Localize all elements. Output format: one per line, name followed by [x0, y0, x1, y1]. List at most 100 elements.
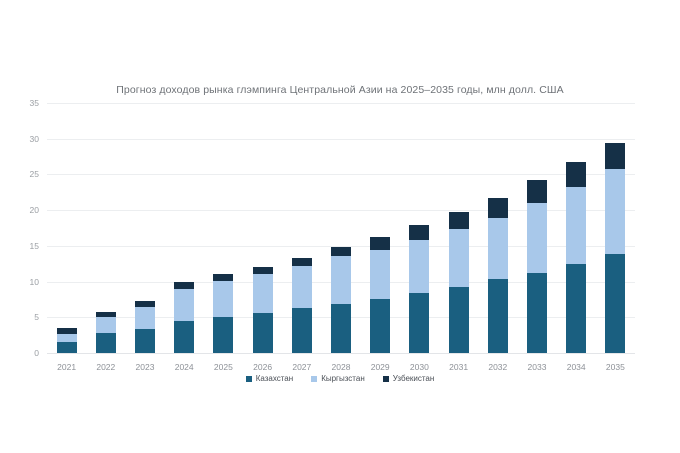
- bar-segment[interactable]: [252, 273, 273, 313]
- x-axis-tick-label: 2026: [253, 362, 273, 372]
- bar-segment[interactable]: [370, 298, 391, 353]
- bar-group[interactable]: 2028: [331, 247, 351, 372]
- bar-segment[interactable]: [448, 287, 469, 353]
- bar-group[interactable]: 2027: [291, 258, 312, 372]
- x-axis-tick-label: 2033: [527, 362, 547, 372]
- x-axis-tick-label: 2022: [96, 362, 116, 372]
- legend-swatch-icon: [245, 375, 252, 382]
- gridline-30: 30: [30, 134, 635, 144]
- y-axis-tick-label: 30: [29, 133, 39, 144]
- gridline-15: 15: [30, 241, 635, 251]
- gridline-25: 25: [30, 169, 635, 179]
- x-axis-tick-label: 2027: [292, 362, 312, 372]
- bar-segment[interactable]: [291, 265, 312, 308]
- bar-segment[interactable]: [527, 273, 547, 353]
- x-axis-tick-label: 2034: [566, 362, 586, 372]
- bar-group[interactable]: 2025: [213, 274, 234, 372]
- chart-title: Прогноз доходов рынка глэмпинга Централь…: [116, 84, 564, 96]
- legend-item[interactable]: Казахстан: [245, 374, 294, 383]
- bar-group[interactable]: 2022: [95, 311, 116, 372]
- bar-segment[interactable]: [174, 281, 195, 290]
- plot-area: 0 5 10 15 20 25 30 35 2021 2022 2023 2024 2025 2026 2…: [30, 98, 635, 372]
- bar-group[interactable]: 2031: [448, 211, 469, 372]
- bar-group[interactable]: 2034: [566, 162, 587, 372]
- y-axis-tick-label: 25: [29, 169, 39, 180]
- bar-group[interactable]: 2023: [135, 300, 155, 372]
- bar-segment[interactable]: [291, 258, 312, 266]
- x-axis-tick-label: 2024: [174, 362, 194, 372]
- bar-segment[interactable]: [331, 304, 351, 353]
- legend-swatch-icon: [382, 375, 389, 382]
- bar-group[interactable]: 2029: [370, 237, 391, 372]
- bar-segment[interactable]: [95, 317, 116, 333]
- x-axis-tick-label: 2023: [135, 362, 155, 372]
- y-axis-tick-label: 10: [29, 276, 39, 287]
- bar-segment[interactable]: [331, 255, 351, 305]
- bar-group[interactable]: 2035: [605, 143, 626, 372]
- gridline-0: 0: [34, 348, 635, 358]
- bar-group[interactable]: 2030: [409, 225, 430, 372]
- bar-segment[interactable]: [409, 293, 430, 353]
- bar-group[interactable]: 2033: [527, 180, 547, 372]
- bar-segment[interactable]: [448, 228, 469, 288]
- legend-item[interactable]: Узбекистан: [382, 374, 435, 383]
- x-axis-tick-label: 2031: [449, 362, 469, 372]
- bar-segment[interactable]: [135, 329, 155, 353]
- bar-segment[interactable]: [252, 266, 273, 274]
- x-axis-tick-label: 2035: [605, 362, 625, 372]
- bar-segment[interactable]: [135, 300, 155, 308]
- legend-label: Узбекистан: [392, 374, 435, 383]
- bar-segment[interactable]: [370, 237, 391, 251]
- bar-segment[interactable]: [95, 311, 116, 318]
- bar-segment[interactable]: [331, 247, 351, 256]
- bar-group[interactable]: 2021: [56, 328, 77, 372]
- bar-segment[interactable]: [409, 225, 430, 241]
- bar-segment[interactable]: [487, 198, 508, 219]
- legend-label: Казахстан: [255, 374, 294, 383]
- y-axis-tick-label: 0: [34, 348, 39, 358]
- x-axis-tick-label: 2021: [57, 362, 77, 372]
- bar-segment[interactable]: [213, 274, 234, 281]
- y-axis-tick-label: 20: [29, 205, 39, 216]
- x-axis-tick-label: 2030: [409, 362, 429, 372]
- bar-segment[interactable]: [487, 279, 508, 353]
- bar-group[interactable]: 2032: [487, 198, 508, 372]
- bar-segment[interactable]: [566, 162, 587, 188]
- bar-segment[interactable]: [370, 250, 391, 299]
- bar-segment[interactable]: [605, 143, 626, 170]
- gridline-20: 20: [30, 205, 635, 215]
- bar-segment[interactable]: [605, 254, 626, 353]
- x-axis-tick-label: 2025: [213, 362, 233, 372]
- bar-segment[interactable]: [174, 289, 195, 321]
- legend-swatch-icon: [311, 375, 318, 382]
- bar-segment[interactable]: [95, 333, 116, 353]
- bar-segment[interactable]: [605, 169, 626, 255]
- y-axis-tick-label: 5: [34, 312, 39, 323]
- x-axis-tick-label: 2028: [331, 362, 351, 372]
- legend-label: Кыргызстан: [321, 374, 365, 383]
- bar-segment[interactable]: [56, 342, 77, 353]
- bar-segment[interactable]: [135, 307, 155, 330]
- bar-segment[interactable]: [527, 203, 547, 273]
- gridline-35: 35: [30, 98, 635, 108]
- bar-group[interactable]: 2026: [252, 266, 273, 372]
- bar-segment[interactable]: [213, 317, 234, 353]
- bar-segment[interactable]: [291, 308, 312, 353]
- bar-segment[interactable]: [56, 328, 77, 334]
- legend-item[interactable]: Кыргызстан: [311, 374, 365, 383]
- bar-segment[interactable]: [448, 211, 469, 229]
- x-axis-tick-label: 2032: [488, 362, 508, 372]
- bar-segment[interactable]: [213, 280, 234, 318]
- bar-segment[interactable]: [56, 333, 77, 343]
- bar-segment[interactable]: [409, 240, 430, 293]
- bar-segment[interactable]: [252, 313, 273, 353]
- bar-group[interactable]: 2024: [174, 281, 195, 372]
- bar-segment[interactable]: [566, 263, 587, 353]
- bar-segment[interactable]: [487, 218, 508, 280]
- bar-segment[interactable]: [566, 187, 587, 264]
- chart-legend: Казахстан Кыргызстан Узбекистан: [0, 374, 680, 383]
- bar-segment[interactable]: [527, 180, 547, 203]
- bar-segment[interactable]: [174, 320, 195, 353]
- y-axis-tick-label: 35: [29, 98, 39, 108]
